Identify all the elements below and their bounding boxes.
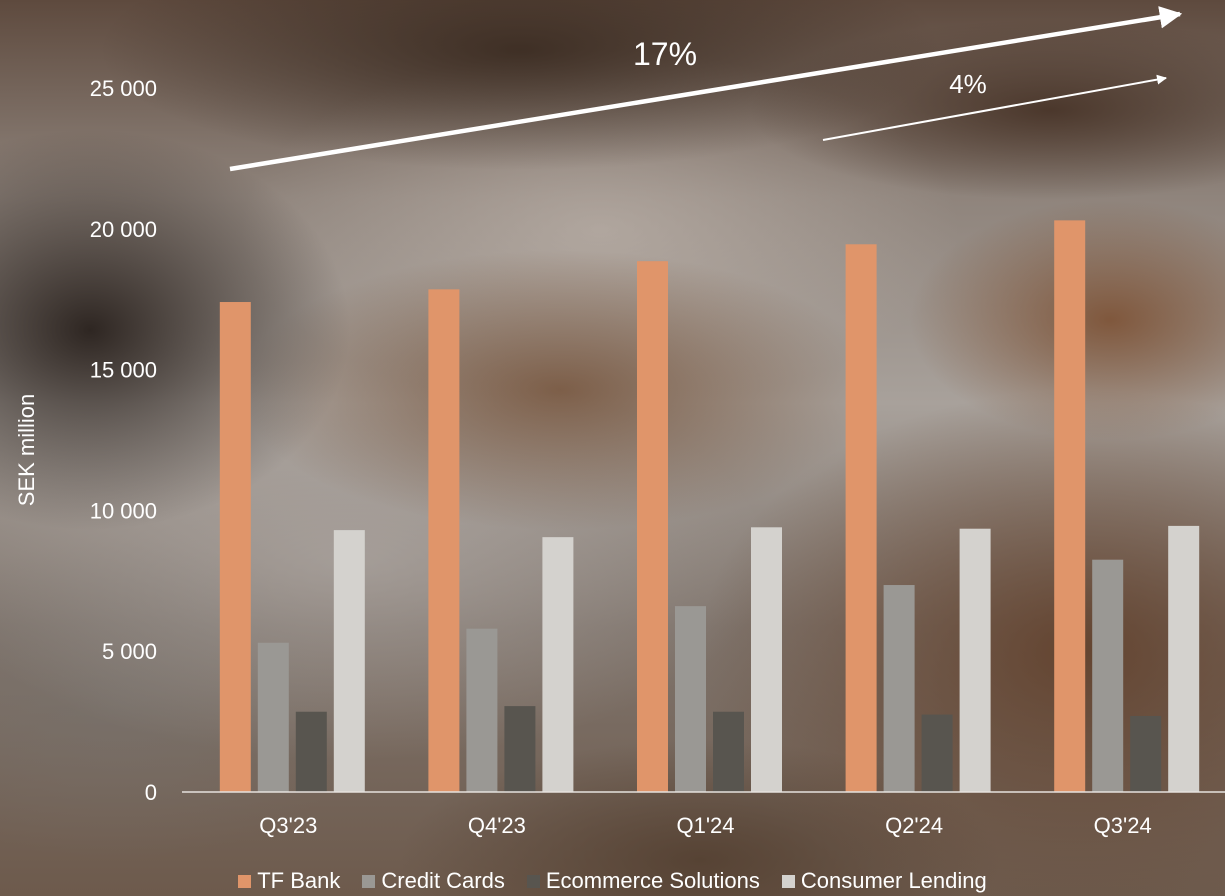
y-axis-title: SEK million (14, 394, 39, 506)
bar-consumer-lending (542, 537, 574, 792)
growth-arrow (822, 74, 1167, 141)
legend-label: Ecommerce Solutions (545, 868, 760, 893)
bar-consumer-lending (751, 527, 782, 792)
bar-tf-bank (428, 289, 460, 792)
bar-consumer-lending (333, 530, 365, 792)
y-tick-label: 20 000 (90, 217, 157, 242)
bar-ecommerce-solutions (504, 706, 536, 792)
x-tick-label: Q3'24 (1094, 813, 1152, 838)
bar-ecommerce-solutions (713, 711, 744, 792)
bar-credit-cards (675, 606, 706, 792)
y-axis-ticks: 0 5 000 10 000 15 000 20 000 25 000 (90, 76, 157, 805)
legend-swatch (526, 874, 540, 888)
legend-item: Consumer Lending (781, 868, 987, 894)
y-tick-label: 10 000 (90, 498, 157, 523)
legend-item: TF Bank (238, 868, 340, 894)
x-tick-label: Q3'23 (259, 813, 317, 838)
x-tick-label: Q4'23 (468, 813, 526, 838)
bar-consumer-lending (1168, 525, 1200, 792)
x-tick-label: Q1'24 (676, 813, 734, 838)
legend-swatch (781, 874, 795, 888)
bar-ecommerce-solutions (921, 714, 953, 792)
y-tick-label: 0 (145, 780, 157, 805)
bar-consumer-lending (959, 528, 991, 792)
legend: TF Bank Credit Cards Ecommerce Solutions Co… (0, 866, 1225, 896)
bar-tf-bank (1054, 220, 1086, 793)
bar-chart: SEK million 0 5 000 10 000 15 000 20 000 25 0… (14, 6, 1225, 838)
legend-label: Credit Cards (381, 868, 505, 893)
bar-tf-bank (845, 244, 877, 793)
legend-label: TF Bank (257, 868, 341, 893)
legend-label: Consumer Lending (800, 868, 987, 893)
growth-label: 17% (633, 36, 697, 72)
bar-tf-bank (219, 302, 251, 792)
bar-ecommerce-solutions (1130, 715, 1162, 792)
bar-tf-bank (637, 261, 668, 793)
bar-credit-cards (466, 628, 498, 792)
bar-ecommerce-solutions (295, 711, 327, 792)
bars (219, 220, 1200, 793)
x-tick-label: Q2'24 (885, 813, 943, 838)
legend-item: Ecommerce Solutions (526, 868, 760, 894)
legend-swatch (362, 874, 376, 888)
growth-label: 4% (949, 69, 987, 99)
bar-credit-cards (883, 585, 915, 792)
legend-item: Credit Cards (362, 868, 505, 894)
x-axis-labels: Q3'23 Q4'23 Q1'24 Q2'24 Q3'24 (259, 813, 1151, 838)
y-tick-label: 15 000 (90, 358, 157, 383)
bar-credit-cards (257, 642, 289, 792)
y-tick-label: 5 000 (102, 639, 157, 664)
y-axis-label-group: SEK million (14, 394, 39, 506)
growth-arrow (229, 6, 1183, 172)
y-tick-label: 25 000 (90, 76, 157, 101)
bar-credit-cards (1092, 559, 1124, 792)
legend-swatch (238, 874, 252, 888)
growth-annotations: 17% 4% (229, 6, 1183, 172)
